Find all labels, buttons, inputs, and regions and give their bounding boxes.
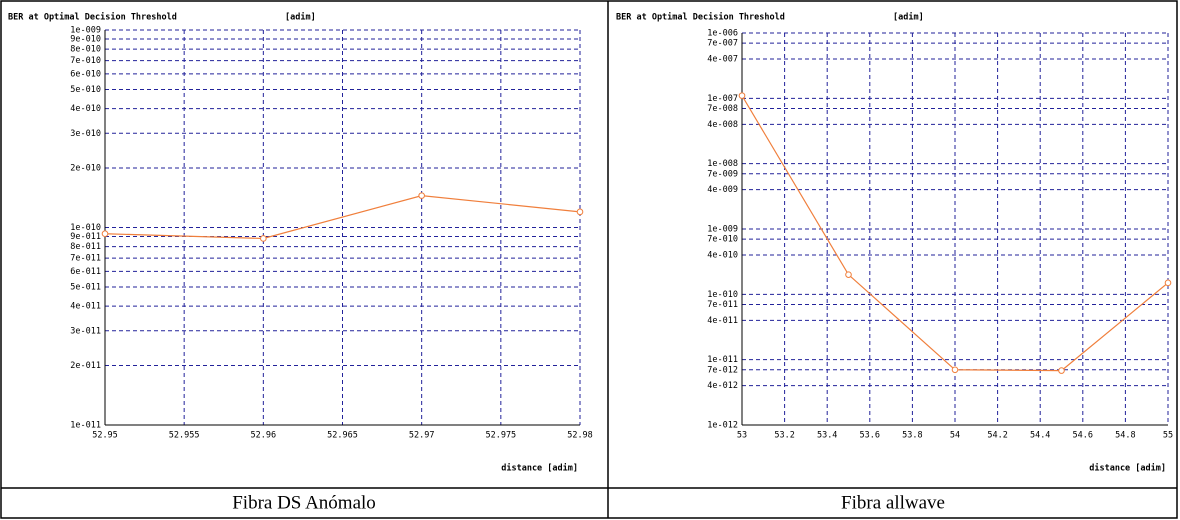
y-tick-label: 9e-010 [70, 35, 101, 45]
y-unit: [adim] [893, 12, 924, 23]
point [1164, 279, 1172, 287]
y-tick-label: 7e-011 [70, 254, 101, 264]
point [951, 366, 959, 374]
y-tick-label: 1e-011 [70, 421, 101, 431]
x-axis-label: distance [adim] [501, 463, 578, 474]
caption: Fibra allwave [841, 492, 945, 513]
point [260, 235, 267, 242]
x-tick-label: 52.96 [251, 431, 277, 441]
x-tick-label: 54.6 [1073, 431, 1093, 441]
y-tick-label: 5e-011 [70, 282, 101, 292]
x-tick-label: 53.8 [902, 431, 922, 441]
y-tick-label: 2e-010 [70, 164, 101, 174]
y-tick-label: 7e-010 [707, 235, 738, 245]
y-tick-label: 3e-011 [70, 326, 101, 336]
x-tick-label: 54 [950, 431, 960, 441]
y-tick-label: 1e-009 [707, 225, 738, 235]
y-unit: [adim] [285, 12, 316, 23]
y-tick-label: 4e-011 [70, 302, 101, 312]
y-tick-label: 4e-009 [707, 185, 738, 195]
x-axis-label: distance [adim] [1089, 463, 1166, 474]
y-tick-label: 7e-008 [707, 104, 738, 114]
y-tick-label: 5e-010 [70, 85, 101, 95]
chart-title: BER at Optimal Decision Threshold [8, 12, 177, 23]
y-tick-label: 6e-010 [70, 69, 101, 79]
y-tick-label: 7e-011 [707, 300, 738, 310]
y-tick-label: 4e-011 [707, 316, 738, 326]
y-tick-label: 4e-010 [70, 104, 101, 114]
x-tick-label: 52.955 [169, 431, 200, 441]
y-tick-label: 4e-012 [707, 381, 738, 391]
chart-title: BER at Optimal Decision Threshold [616, 12, 785, 23]
x-tick-label: 54.8 [1115, 431, 1135, 441]
x-tick-label: 55 [1163, 431, 1173, 441]
line [104, 195, 581, 240]
y-tick-label: 7e-012 [707, 365, 738, 375]
x-tick-label: 53.2 [774, 431, 794, 441]
y-tick-label: 7e-007 [707, 39, 738, 49]
x-tick-label: 53.4 [817, 431, 837, 441]
y-tick-label: 1e-006 [707, 29, 738, 39]
caption: Fibra DS Anómalo [232, 492, 376, 513]
y-tick-label: 8e-011 [70, 242, 101, 252]
y-tick-label: 9e-011 [70, 232, 101, 242]
y-tick-label: 7e-010 [70, 56, 101, 66]
y-tick-label: 3e-010 [70, 129, 101, 139]
y-tick-label: 1e-009 [70, 26, 101, 36]
point [738, 92, 746, 99]
y-tick-label: 1e-010 [707, 290, 738, 300]
point [418, 192, 425, 199]
y-tick-label: 1e-010 [70, 223, 101, 233]
x-tick-label: 52.98 [567, 431, 593, 441]
y-tick-label: 2e-011 [70, 361, 101, 371]
y-tick-label: 4e-008 [707, 120, 738, 130]
x-tick-label: 52.95 [92, 431, 118, 441]
x-tick-label: 52.965 [327, 431, 358, 441]
x-tick-label: 53.6 [860, 431, 880, 441]
y-tick-label: 6e-011 [70, 267, 101, 277]
y-tick-label: 4e-007 [707, 54, 738, 64]
x-tick-label: 54.4 [1030, 431, 1050, 441]
point [101, 230, 109, 238]
point [1058, 367, 1065, 374]
x-tick-label: 52.97 [409, 431, 435, 441]
y-tick-label: 8e-010 [70, 45, 101, 55]
x-tick-label: 52.975 [485, 431, 516, 441]
point [576, 208, 584, 216]
x-tick-label: 53 [737, 431, 747, 441]
y-tick-label: 1e-012 [707, 421, 738, 431]
y-tick-label: 1e-011 [707, 355, 738, 365]
y-tick-label: 4e-010 [707, 250, 738, 260]
y-tick-label: 7e-009 [707, 169, 738, 179]
y-tick-label: 1e-007 [707, 94, 738, 104]
point [845, 271, 852, 278]
x-tick-label: 54.2 [987, 431, 1007, 441]
y-tick-label: 1e-008 [707, 159, 738, 169]
